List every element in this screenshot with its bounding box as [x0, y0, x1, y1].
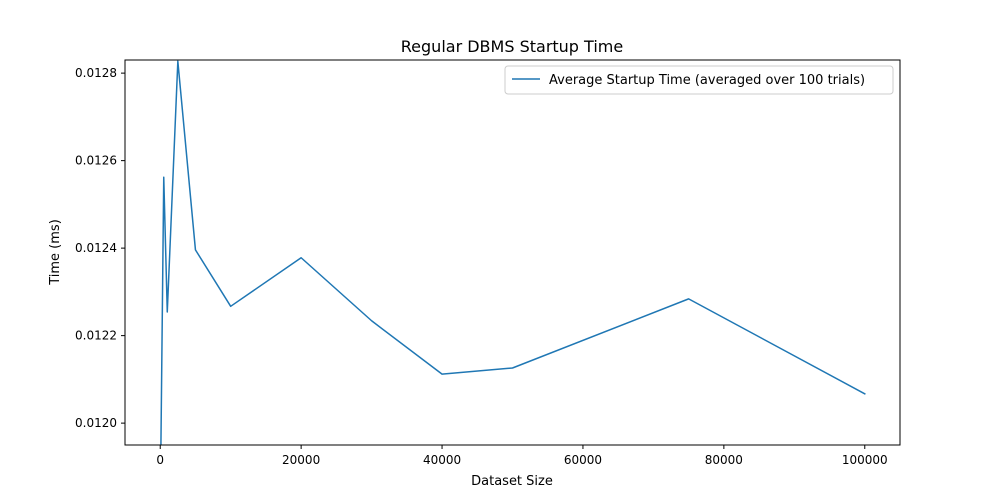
chart-title: Regular DBMS Startup Time — [401, 37, 623, 56]
y-axis-label: Time (ms) — [48, 219, 63, 286]
legend-entry-label: Average Startup Time (averaged over 100 … — [549, 73, 865, 88]
x-tick-label: 0 — [156, 453, 164, 467]
y-tick-label: 0.0120 — [75, 416, 117, 430]
plot-area — [125, 60, 900, 445]
y-tick-label: 0.0124 — [75, 241, 117, 255]
x-tick-label: 80000 — [705, 453, 743, 467]
y-tick-label: 0.0126 — [75, 154, 117, 168]
x-tick-label: 100000 — [842, 453, 888, 467]
y-tick-label: 0.0122 — [75, 329, 117, 343]
x-axis-label: Dataset Size — [471, 474, 553, 489]
y-tick-label: 0.0128 — [75, 66, 117, 80]
x-axis-ticks: 0 20000 40000 60000 80000 100000 — [156, 445, 888, 467]
series-line-0 — [160, 60, 866, 445]
y-axis-ticks: 0.0120 0.0122 0.0124 0.0126 0.0128 — [75, 66, 125, 430]
x-tick-label: 40000 — [423, 453, 461, 467]
x-tick-label: 20000 — [282, 453, 320, 467]
legend: Average Startup Time (averaged over 100 … — [504, 65, 894, 95]
series-layer — [160, 60, 866, 445]
legend-box — [504, 65, 894, 95]
x-tick-label: 60000 — [564, 453, 602, 467]
plot-frame — [124, 59, 901, 446]
